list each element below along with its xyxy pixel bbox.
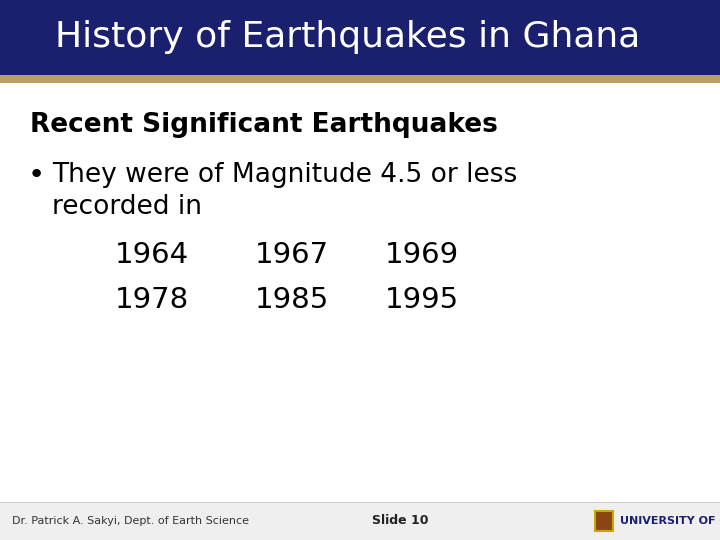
- Bar: [0, 75, 720, 83]
- Bar: [0, 0, 720, 8]
- FancyBboxPatch shape: [595, 511, 613, 531]
- Text: 1985: 1985: [255, 286, 329, 314]
- Text: 1969: 1969: [385, 241, 459, 269]
- Text: Slide 10: Slide 10: [372, 515, 428, 528]
- Text: They were of Magnitude 4.5 or less: They were of Magnitude 4.5 or less: [52, 162, 517, 188]
- Text: Dr. Patrick A. Sakyi, Dept. of Earth Science: Dr. Patrick A. Sakyi, Dept. of Earth Sci…: [12, 516, 249, 526]
- Bar: [0, 502, 720, 503]
- Text: 1978: 1978: [115, 286, 189, 314]
- Text: History of Earthquakes in Ghana: History of Earthquakes in Ghana: [55, 21, 640, 55]
- Bar: [0, 83, 720, 502]
- Text: 1995: 1995: [385, 286, 459, 314]
- Text: 1967: 1967: [255, 241, 329, 269]
- Text: recorded in: recorded in: [52, 194, 202, 220]
- Text: Recent Significant Earthquakes: Recent Significant Earthquakes: [30, 112, 498, 138]
- Text: •: •: [28, 161, 45, 189]
- Bar: [0, 502, 720, 540]
- Text: UNIVERSITY OF GHANA: UNIVERSITY OF GHANA: [620, 516, 720, 526]
- Text: 1964: 1964: [115, 241, 189, 269]
- Bar: [0, 0, 720, 75]
